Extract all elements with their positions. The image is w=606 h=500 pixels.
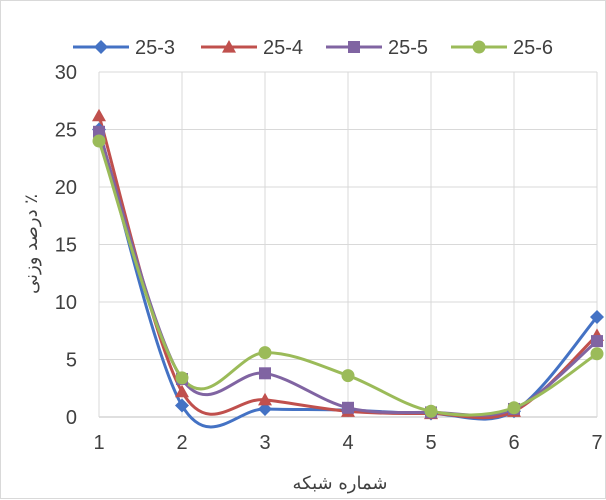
data-point-25-3 <box>175 398 189 413</box>
legend-marker-25-4 <box>222 40 236 53</box>
legend-label-25-6: 25-6 <box>513 37 553 59</box>
data-point-25-6 <box>507 401 521 415</box>
data-point-25-4 <box>92 108 106 122</box>
x-tick-label: 3 <box>259 432 270 454</box>
legend-label-25-5: 25-5 <box>388 37 428 59</box>
x-tick-label: 7 <box>591 432 602 454</box>
data-point-25-6 <box>92 134 106 148</box>
data-point-25-6 <box>258 346 272 360</box>
data-point-25-4 <box>258 392 272 406</box>
data-point-25-5 <box>259 367 271 380</box>
data-point-25-4 <box>175 384 189 398</box>
y-tick-label: 10 <box>55 292 77 314</box>
x-tick-label: 2 <box>176 432 187 454</box>
x-tick-labels: 1 2 3 4 5 6 7 <box>93 432 602 454</box>
data-point-25-6 <box>341 369 355 383</box>
x-tick-label: 5 <box>425 432 436 454</box>
legend: 25-3 25-4 25-5 25-6 <box>73 37 553 59</box>
data-point-25-5 <box>93 125 105 138</box>
y-axis-title: درصد وزنی ٪ <box>21 194 42 294</box>
legend-marker-25-3 <box>94 40 108 54</box>
x-axis-title: شماره شبکه <box>293 473 388 494</box>
y-tick-label: 0 <box>66 407 77 429</box>
y-tick-label: 5 <box>66 350 77 372</box>
x-tick-label: 6 <box>508 432 519 454</box>
data-point-25-6 <box>424 404 438 418</box>
legend-marker-25-5 <box>348 41 360 53</box>
legend-label-25-4: 25-4 <box>263 37 303 59</box>
data-point-25-5 <box>342 401 354 414</box>
y-tick-label: 15 <box>55 235 77 257</box>
data-point-25-3 <box>258 401 272 416</box>
series-markers <box>92 108 604 421</box>
x-tick-label: 1 <box>93 432 104 454</box>
legend-label-25-3: 25-3 <box>135 37 175 59</box>
x-tick-label: 4 <box>342 432 353 454</box>
data-point-25-3 <box>590 309 604 324</box>
legend-marker-25-6 <box>472 40 486 54</box>
y-tick-label: 30 <box>55 62 77 84</box>
data-point-25-5 <box>591 335 603 348</box>
data-point-25-6 <box>175 371 189 385</box>
y-tick-label: 20 <box>55 177 77 199</box>
y-tick-label: 25 <box>55 120 77 142</box>
y-tick-labels: 0 5 10 15 20 25 30 <box>55 62 77 429</box>
data-point-25-6 <box>590 347 604 361</box>
